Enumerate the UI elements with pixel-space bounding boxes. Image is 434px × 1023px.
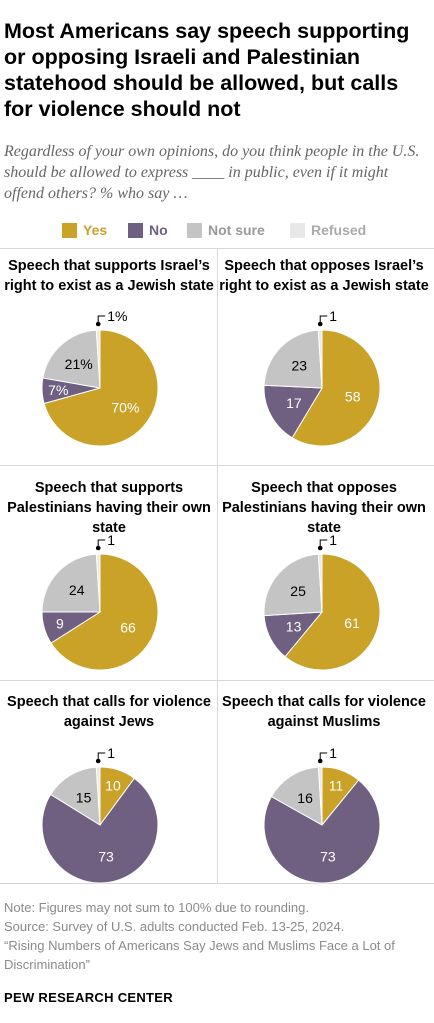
legend-label-refused: Refused — [311, 222, 367, 238]
divider-vertical — [217, 248, 218, 883]
pie-5-label-yes: 11 — [329, 778, 344, 794]
pie-5-slice-refused — [317, 766, 323, 826]
pie-2-label-not-sure: 24 — [69, 582, 85, 598]
pie-1-slice-no — [263, 384, 323, 439]
pie-5-refused-leader — [319, 752, 328, 761]
pie-2-label-refused: 1 — [107, 532, 115, 548]
pie-title-supports-israel: Speech that supports Israel’s right to e… — [4, 258, 214, 294]
note-text: Note: Figures may not sum to 100% due to… — [4, 900, 309, 915]
legend-item-not-sure: Not sure — [187, 220, 265, 240]
pie-title-violence-muslims: Speech that calls for violence against M… — [222, 694, 426, 730]
pie-4-refused-leader — [97, 752, 106, 761]
pie-4-label-refused: 1 — [107, 745, 115, 761]
pie-3-slice-refused — [317, 553, 323, 613]
pie-0: 70% 7% 21% 1% — [41, 308, 159, 447]
pie-2: 66 9 24 1 — [41, 532, 159, 671]
pie-0-label-yes: 70% — [111, 399, 139, 415]
pie-1-slice-yes — [291, 329, 381, 447]
pie-0-slice-yes — [43, 329, 159, 447]
pie-5-slice-no — [263, 779, 381, 884]
pie-3-refused-leader — [319, 539, 328, 548]
legend-swatch-no — [128, 222, 143, 238]
pie-3-label-refused: 1 — [329, 532, 337, 548]
pie-0-slice-not-sure — [42, 329, 101, 389]
pie-4-slice-not-sure — [50, 766, 101, 826]
pie-0-label-no: 7% — [48, 382, 68, 398]
legend-item-yes: Yes — [62, 220, 107, 240]
pie-4-slice-refused — [95, 766, 101, 826]
pie-title-opposes-israel: Speech that opposes Israel’s right to ex… — [219, 258, 429, 294]
pie-4: 10 73 15 1 — [41, 745, 159, 884]
pie-1-slice-not-sure — [263, 329, 323, 389]
footer-logo-text: PEW RESEARCH CENTER — [4, 990, 173, 1005]
pie-3-slice-yes — [284, 553, 381, 671]
pie-3-label-yes: 61 — [344, 615, 360, 631]
pie-3: 61 13 25 1 — [263, 532, 381, 671]
legend-swatch-yes — [62, 222, 77, 238]
source-text: Source: Survey of U.S. adults conducted … — [4, 919, 345, 934]
pie-1: 58 17 23 1 — [263, 308, 381, 447]
pie-5: 11 73 16 1 — [263, 745, 381, 884]
pie-1-label-no: 17 — [286, 395, 302, 411]
pie-0-label-not-sure: 21% — [65, 356, 93, 372]
pie-5-slice-not-sure — [270, 766, 323, 826]
pie-5-label-refused: 1 — [329, 745, 337, 761]
legend-label-yes: Yes — [83, 222, 108, 238]
pie-0-refused-leader — [97, 315, 106, 324]
pie-1-label-yes: 58 — [345, 389, 361, 405]
chart-subtitle: Regardless of your own opinions, do you … — [4, 143, 420, 202]
pie-1-slice-refused — [317, 329, 323, 389]
pie-1-refused-leader — [319, 315, 328, 324]
legend-swatch-not-sure — [187, 222, 202, 238]
pie-4-label-not-sure: 15 — [76, 790, 92, 806]
pie-2-slice-yes — [50, 553, 159, 671]
pie-3-label-not-sure: 25 — [290, 583, 306, 599]
pie-2-slice-not-sure — [41, 553, 101, 613]
pie-3-label-no: 13 — [286, 619, 302, 635]
pie-4-label-yes: 10 — [105, 777, 121, 793]
chart-title: Most Americans say speech supporting or … — [4, 19, 410, 121]
legend-item-no: No — [128, 220, 168, 240]
legend-item-refused: Refused — [290, 220, 366, 240]
legend-swatch-refused — [290, 222, 305, 238]
legend-label-no: No — [149, 222, 168, 238]
notes: Note: Figures may not sum to 100% due to… — [4, 898, 430, 974]
legend-label-not-sure: Not sure — [208, 222, 265, 238]
pie-title-violence-jews: Speech that calls for violence against J… — [7, 694, 211, 730]
divider-bottom — [0, 883, 434, 884]
pie-5-label-no: 73 — [320, 848, 336, 864]
legend: Yes No Not sure Refused — [0, 220, 434, 240]
pie-1-label-not-sure: 23 — [292, 358, 308, 374]
pie-title-supports-palestinian-state: Speech that supports Palestinians having… — [7, 480, 211, 536]
pie-2-label-yes: 66 — [120, 619, 136, 635]
pie-2-refused-leader — [97, 539, 106, 548]
pie-1-label-refused: 1 — [329, 308, 337, 324]
pie-2-label-no: 9 — [56, 616, 64, 632]
pie-4-label-no: 73 — [98, 848, 114, 864]
pie-2-slice-refused — [95, 553, 101, 613]
pie-0-slice-refused — [95, 329, 101, 389]
pie-5-label-not-sure: 16 — [297, 790, 313, 806]
pie-0-label-refused: 1% — [107, 308, 127, 324]
pie-4-slice-no — [41, 777, 159, 884]
pie-title-opposes-palestinian-state: Speech that opposes Palestinians having … — [222, 480, 426, 536]
pie-3-slice-not-sure — [263, 553, 323, 617]
report-text: “Rising Numbers of Americans Say Jews an… — [4, 938, 395, 972]
